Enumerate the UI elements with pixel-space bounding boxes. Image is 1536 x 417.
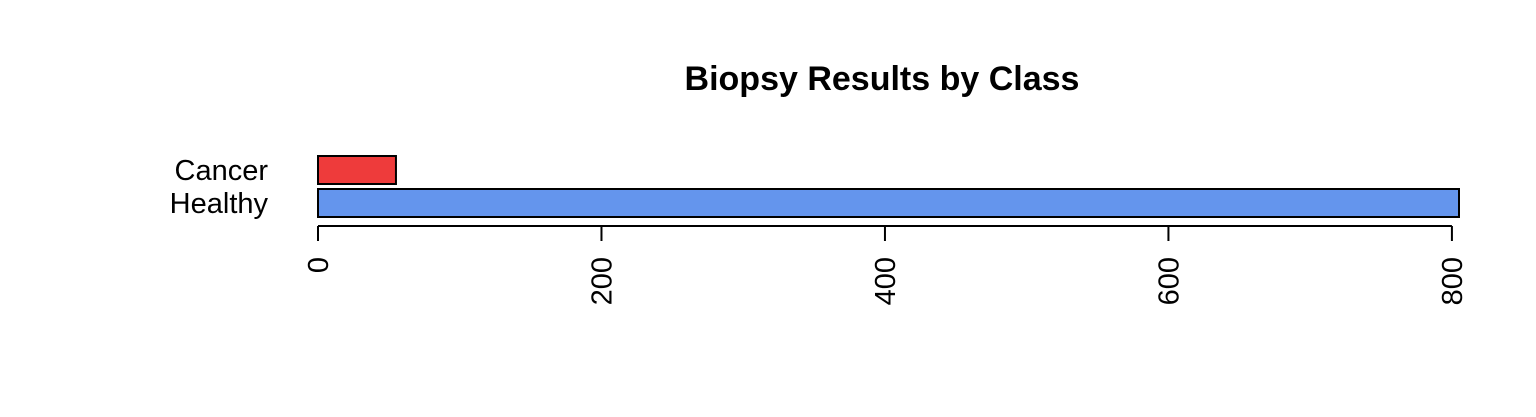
bar-cancer [317,155,397,185]
category-label-healthy: Healthy [170,188,269,220]
x-tick-label: 800 [1437,257,1469,305]
x-tick-label: 200 [586,257,618,305]
x-tick-label: 400 [870,257,902,305]
bars-layer [317,155,1460,218]
x-tick-label: 0 [303,257,335,273]
x-tick-label: 600 [1153,257,1185,305]
bar-healthy [317,188,1460,218]
x-axis: 0 200 400 600 800 [303,225,1469,305]
chart-title: Biopsy Results by Class [685,60,1080,98]
category-label-cancer: Cancer [175,155,269,187]
